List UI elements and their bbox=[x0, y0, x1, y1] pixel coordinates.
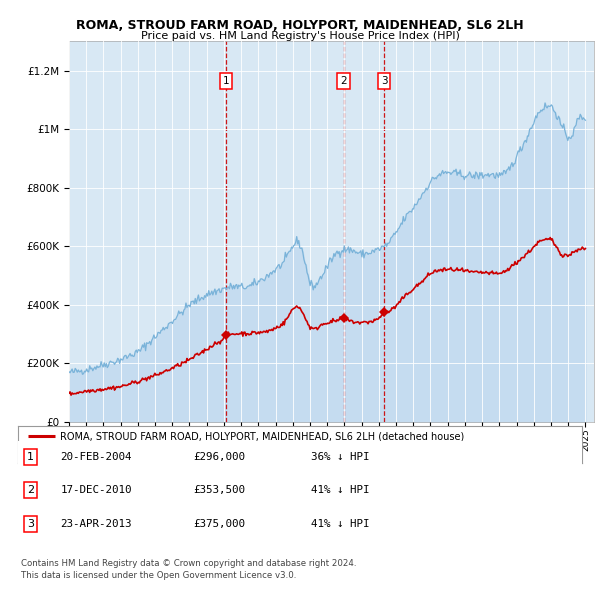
Text: 3: 3 bbox=[381, 76, 388, 86]
Text: 2: 2 bbox=[27, 486, 34, 495]
Text: 23-APR-2013: 23-APR-2013 bbox=[60, 519, 132, 529]
Text: 2: 2 bbox=[340, 76, 347, 86]
Text: £375,000: £375,000 bbox=[193, 519, 245, 529]
Text: 41% ↓ HPI: 41% ↓ HPI bbox=[311, 486, 370, 495]
Text: £296,000: £296,000 bbox=[193, 452, 245, 461]
Text: Price paid vs. HM Land Registry's House Price Index (HPI): Price paid vs. HM Land Registry's House … bbox=[140, 31, 460, 41]
Text: 3: 3 bbox=[27, 519, 34, 529]
Text: Contains HM Land Registry data © Crown copyright and database right 2024.
This d: Contains HM Land Registry data © Crown c… bbox=[21, 559, 356, 580]
Text: 17-DEC-2010: 17-DEC-2010 bbox=[60, 486, 132, 495]
Text: 1: 1 bbox=[223, 76, 229, 86]
Text: 36% ↓ HPI: 36% ↓ HPI bbox=[311, 452, 370, 461]
Text: ROMA, STROUD FARM ROAD, HOLYPORT, MAIDENHEAD, SL6 2LH: ROMA, STROUD FARM ROAD, HOLYPORT, MAIDEN… bbox=[76, 19, 524, 32]
Text: ROMA, STROUD FARM ROAD, HOLYPORT, MAIDENHEAD, SL6 2LH (detached house): ROMA, STROUD FARM ROAD, HOLYPORT, MAIDEN… bbox=[60, 431, 464, 441]
Text: 41% ↓ HPI: 41% ↓ HPI bbox=[311, 519, 370, 529]
Text: 20-FEB-2004: 20-FEB-2004 bbox=[60, 452, 132, 461]
Text: £353,500: £353,500 bbox=[193, 486, 245, 495]
Text: HPI: Average price, detached house, Windsor and Maidenhead: HPI: Average price, detached house, Wind… bbox=[60, 450, 365, 460]
Text: 1: 1 bbox=[27, 452, 34, 461]
